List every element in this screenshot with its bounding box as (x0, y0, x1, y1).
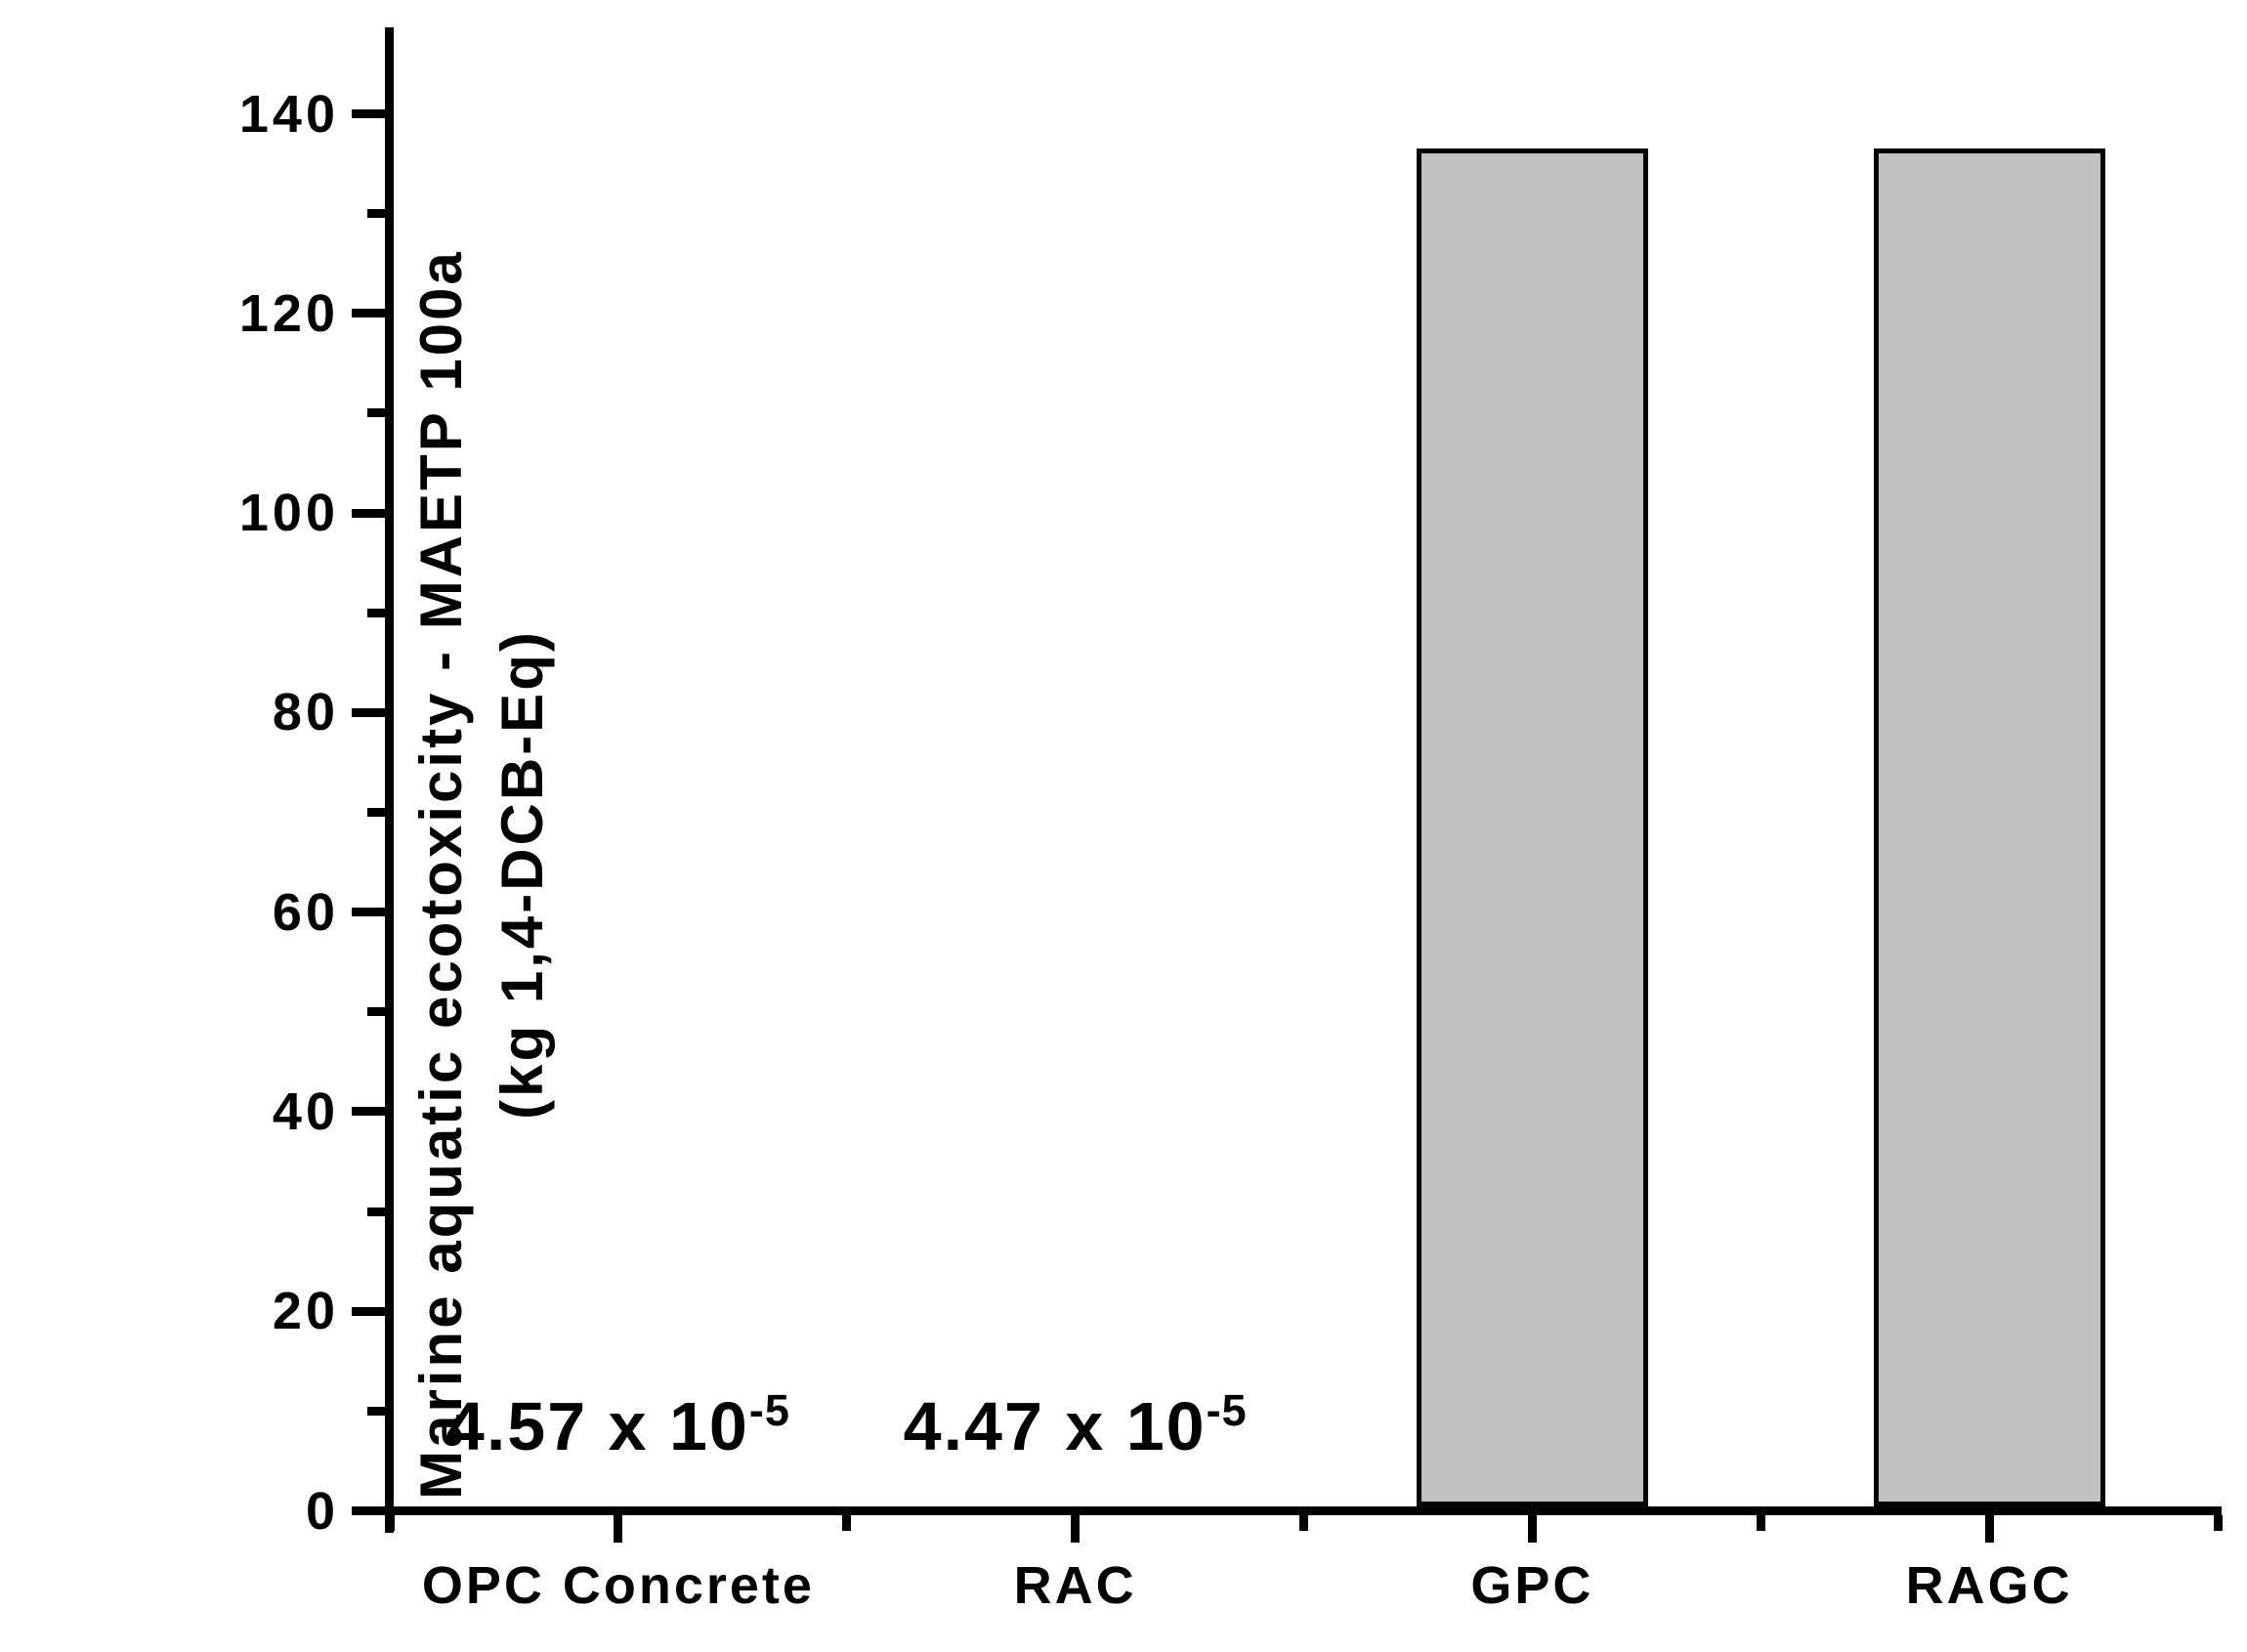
y-minor-tick (367, 808, 385, 818)
x-minor-tick (1299, 1515, 1308, 1531)
y-tick-label: 0 (305, 1481, 339, 1541)
y-major-tick (352, 908, 385, 917)
x-minor-tick (1756, 1515, 1765, 1531)
y-minor-tick (367, 209, 385, 219)
x-major-tick (614, 1515, 623, 1543)
x-axis-line (385, 1506, 2222, 1515)
x-minor-tick (2213, 1515, 2223, 1531)
y-major-tick (352, 707, 385, 717)
x-major-tick (1527, 1515, 1537, 1543)
y-tick-label: 40 (272, 1081, 339, 1141)
y-major-tick (352, 309, 385, 318)
y-minor-tick (367, 608, 385, 617)
value-label-exponent: -5 (748, 1385, 790, 1436)
y-major-tick (352, 1306, 385, 1316)
y-major-tick (352, 1506, 385, 1515)
y-tick-label: 60 (272, 882, 339, 942)
value-label-base: 4.47 x 10 (903, 1388, 1207, 1464)
y-tick-label: 120 (238, 283, 339, 343)
category-label: RAGC (1905, 1556, 2073, 1615)
y-axis-line (385, 27, 394, 1533)
plot-area: Marine aquatic ecotoxicity - MAETP 100a … (239, 27, 2223, 1615)
x-major-tick (1984, 1515, 1994, 1543)
bar-ragc (1873, 148, 2105, 1506)
y-tick-label: 80 (272, 683, 339, 742)
category-label: OPC Concrete (421, 1556, 815, 1615)
y-tick-label: 100 (238, 484, 339, 543)
y-minor-tick (367, 1007, 385, 1017)
y-minor-tick (367, 1406, 385, 1416)
value-label-opc-concrete: 4.57 x 10-5 (247, 1388, 990, 1473)
bar-gpc (1416, 148, 1648, 1506)
y-minor-tick (367, 408, 385, 418)
y-major-tick (352, 508, 385, 518)
y-tick-label: 140 (238, 84, 339, 144)
x-minor-tick (842, 1515, 852, 1531)
y-tick-label: 20 (272, 1282, 339, 1341)
value-label-exponent: -5 (1206, 1385, 1248, 1436)
y-major-tick (352, 109, 385, 119)
value-label-rac: 4.47 x 10-5 (704, 1388, 1447, 1473)
y-minor-tick (367, 1207, 385, 1216)
x-minor-tick (385, 1515, 395, 1531)
value-label-base: 4.57 x 10 (445, 1388, 749, 1464)
category-label: RAC (1013, 1556, 1137, 1615)
y-major-tick (352, 1107, 385, 1117)
category-label: GPC (1470, 1556, 1594, 1615)
x-major-tick (1071, 1515, 1081, 1543)
